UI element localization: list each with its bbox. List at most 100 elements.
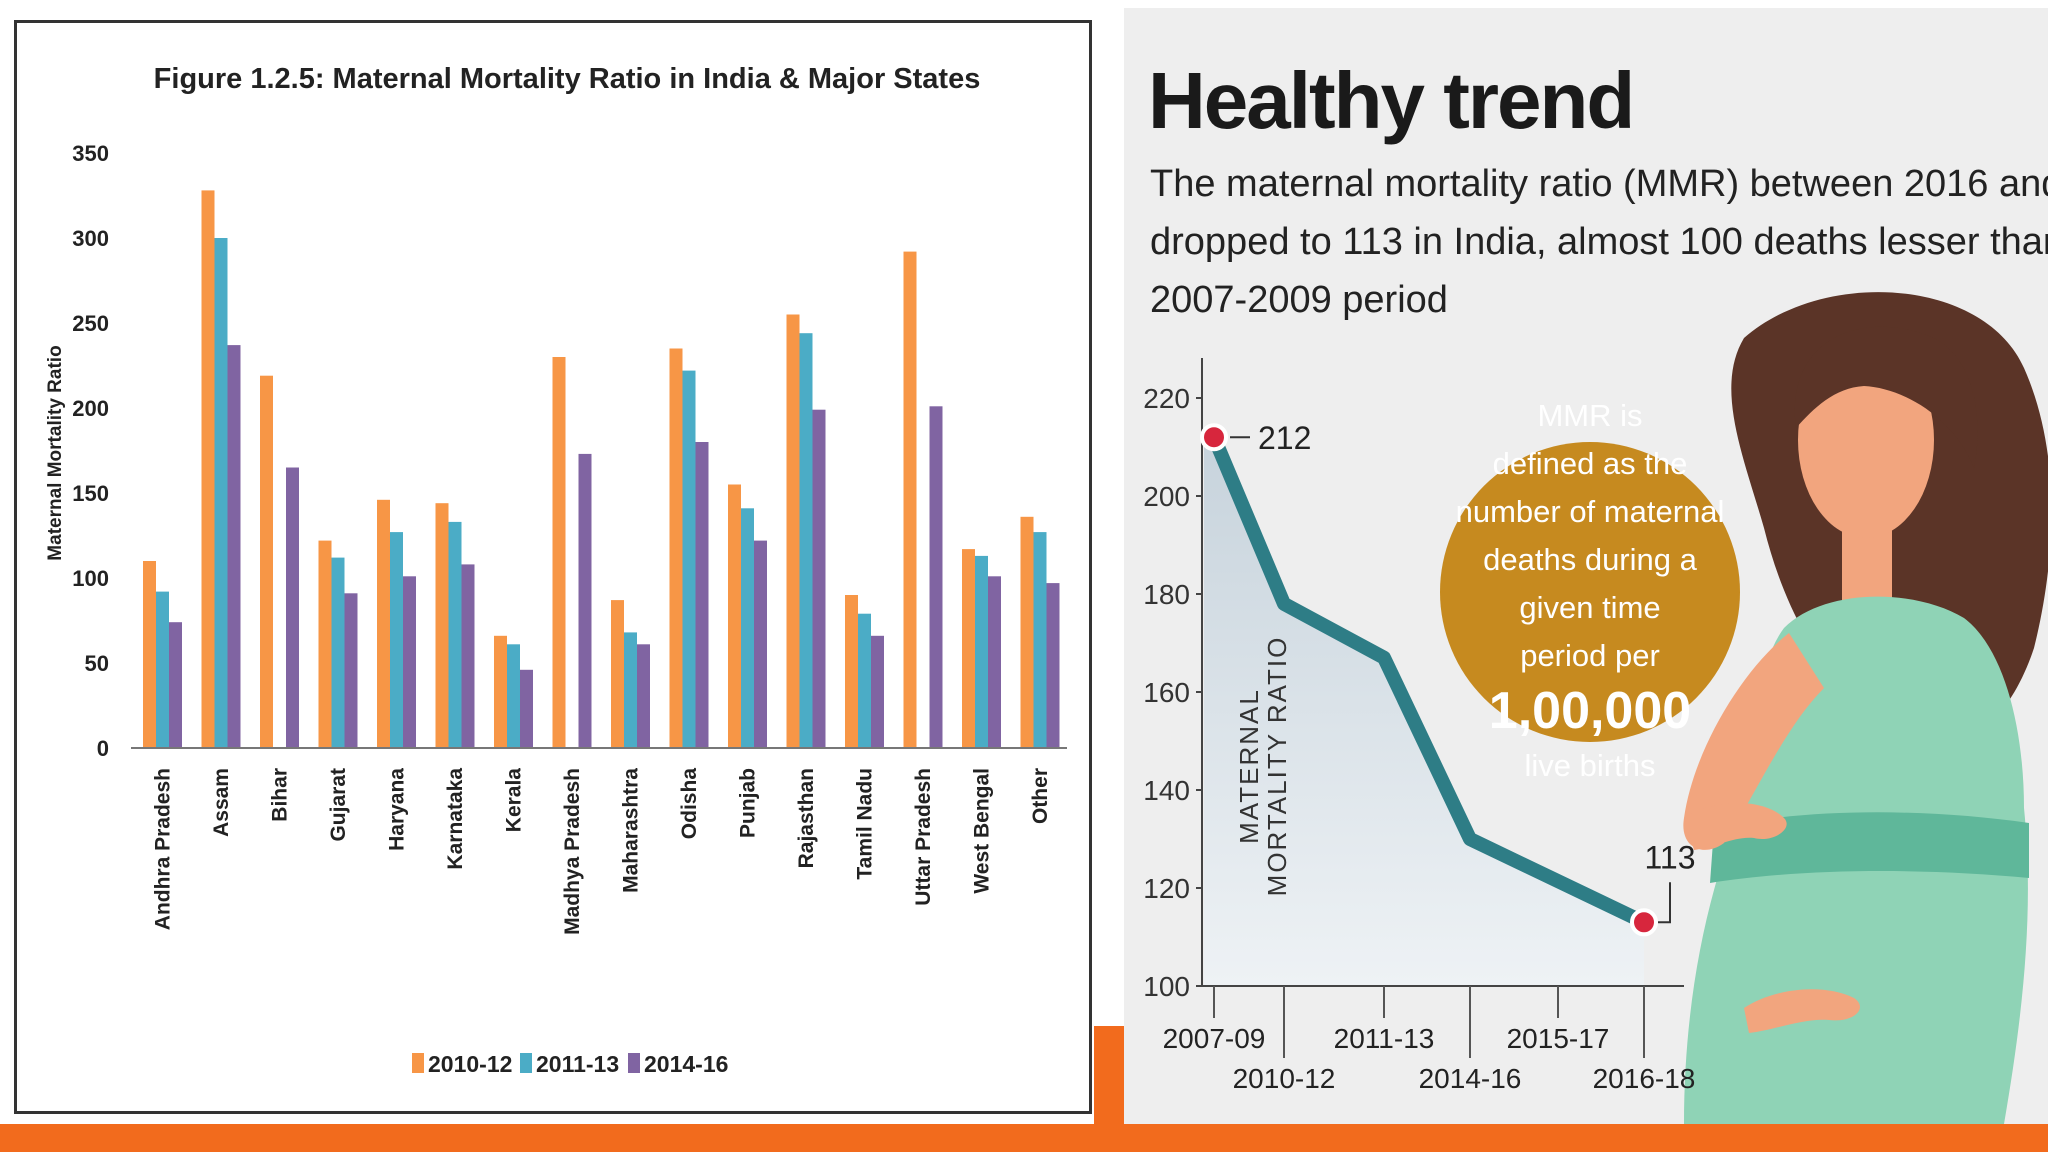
badge-line: number of maternal — [1456, 494, 1725, 529]
left-legend: 2010-12 2011-13 2014-16 — [412, 1051, 728, 1077]
arm-left — [1683, 633, 1824, 850]
bar-odisha-2014-16 — [695, 442, 709, 748]
legend-label-2010-12: 2010-12 — [428, 1051, 512, 1077]
bar-karnataka-2011-13 — [448, 521, 462, 748]
bar-other-2011-13 — [1033, 532, 1047, 748]
right-y-tick-label: 220 — [1143, 383, 1190, 414]
x-tick-rajasthan: Rajasthan — [795, 768, 818, 868]
bar-madhya-pradesh-2014-16 — [578, 453, 592, 748]
bar-andhra-pradesh-2010-12 — [143, 561, 156, 748]
bar-haryana-2010-12 — [377, 499, 390, 748]
badge-line: MMR is — [1537, 398, 1642, 433]
bar-tamil-nadu-2011-13 — [858, 613, 871, 748]
left-y-tick-label: 350 — [72, 141, 109, 166]
bar-bihar-2014-16 — [286, 467, 299, 748]
x-tick-assam: Assam — [210, 768, 233, 837]
hand-upper — [1684, 803, 1787, 850]
right-infographic-panel: Healthy trend The maternal mortality rat… — [1124, 8, 2048, 1124]
bar-rajasthan-2014-16 — [812, 409, 826, 748]
bar-madhya-pradesh-2010-12 — [552, 357, 566, 748]
mmr-definition-badge: MMR is defined as the number of maternal de… — [1440, 398, 1740, 783]
bar-odisha-2011-13 — [682, 370, 696, 748]
bar-andhra-pradesh-2014-16 — [169, 622, 182, 748]
label-first-value: 212 — [1258, 420, 1311, 456]
bar-kerala-2014-16 — [520, 669, 533, 748]
x-tick-karnataka: Karnataka — [444, 768, 467, 870]
bar-assam-2014-16 — [227, 345, 241, 748]
x-tick-2007-09: 2007-09 — [1163, 1023, 1266, 1054]
bar-maharashtra-2010-12 — [611, 600, 624, 748]
label-leader-last — [1658, 882, 1671, 924]
bar-rajasthan-2010-12 — [786, 314, 800, 748]
badge-tail: live births — [1525, 748, 1656, 783]
bar-other-2014-16 — [1046, 583, 1060, 748]
bar-tamil-nadu-2014-16 — [871, 635, 884, 748]
pregnant-woman-illustration — [1683, 292, 2048, 1124]
x-tick-west-bengal: West Bengal — [971, 768, 994, 894]
left-y-tick-label: 250 — [72, 311, 109, 336]
x-tick-2016-18: 2016-18 — [1593, 1063, 1696, 1094]
bar-gujarat-2010-12 — [318, 540, 332, 748]
bar-bihar-2010-12 — [260, 375, 273, 748]
legend-label-2011-13: 2011-13 — [536, 1051, 619, 1077]
badge-circle — [1440, 442, 1740, 742]
x-tick-odisha: Odisha — [678, 768, 701, 840]
bar-haryana-2011-13 — [390, 532, 403, 748]
bar-karnataka-2014-16 — [461, 564, 475, 748]
right-y-label-line-2: MORTALITY RATIO — [1262, 636, 1292, 897]
trend-area-fill — [1204, 437, 1644, 986]
bar-other-2010-12 — [1020, 516, 1034, 748]
right-x-ticks: 2007-09 2010-12 2011-13 2014-16 2015-17 2016-… — [1163, 986, 1696, 1094]
bar-kerala-2011-13 — [507, 644, 520, 748]
x-tick-gujarat: Gujarat — [327, 768, 350, 842]
orange-divider-strip — [1094, 1026, 1128, 1126]
bar-uttar-pradesh-2010-12 — [903, 251, 917, 748]
bar-assam-2010-12 — [201, 190, 215, 748]
bottom-orange-banner — [0, 1124, 2048, 1152]
subtitle-line-2: dropped to 113 in India, almost 100 deat… — [1150, 221, 2048, 263]
bar-gujarat-2011-13 — [331, 557, 345, 748]
left-y-axis-label: Maternal Mortality Ratio — [45, 345, 66, 560]
bar-west-bengal-2010-12 — [962, 549, 975, 748]
x-tick-kerala: Kerala — [503, 768, 526, 833]
marker-last — [1630, 908, 1658, 937]
bar-odisha-2010-12 — [669, 348, 683, 748]
x-tick-2014-16: 2014-16 — [1419, 1063, 1522, 1094]
right-y-tick-label: 160 — [1143, 677, 1190, 708]
right-y-label-line-1: MATERNAL — [1234, 688, 1264, 844]
bar-andhra-pradesh-2011-13 — [156, 591, 169, 748]
badge-line: period per — [1520, 638, 1660, 673]
x-tick-2015-17: 2015-17 — [1507, 1023, 1610, 1054]
bar-gujarat-2014-16 — [344, 593, 358, 748]
badge-number: 1,00,000 — [1489, 682, 1691, 740]
left-y-tick-label: 100 — [72, 566, 109, 591]
trend-markers: 212 113 — [1200, 420, 1696, 937]
right-y-tick-label: 200 — [1143, 481, 1190, 512]
right-y-tick-label: 140 — [1143, 775, 1190, 806]
bar-kerala-2010-12 — [494, 635, 507, 748]
x-tick-2010-12: 2010-12 — [1233, 1063, 1336, 1094]
trend-line — [1207, 430, 1651, 930]
x-tick-other: Other — [1029, 768, 1052, 824]
hand-lower — [1744, 989, 1860, 1033]
left-y-tick-label: 200 — [72, 396, 109, 421]
label-last-value: 113 — [1644, 839, 1695, 875]
bar-rajasthan-2011-13 — [799, 333, 813, 748]
bar-maharashtra-2014-16 — [637, 644, 650, 748]
hair-front — [1794, 326, 1978, 468]
bar-maharashtra-2011-13 — [624, 632, 637, 748]
badge-line: deaths during a — [1483, 542, 1697, 577]
right-chart-title: Healthy trend — [1148, 56, 1633, 145]
badge-line: given time — [1519, 590, 1660, 625]
bar-punjab-2014-16 — [754, 540, 767, 748]
left-chart-panel: Figure 1.2.5: Maternal Mortality Ratio i… — [14, 20, 1092, 1114]
bar-uttar-pradesh-2014-16 — [929, 406, 943, 748]
left-y-ticks: 0 50 100 150 200 250 300 350 — [72, 141, 109, 761]
bar-punjab-2011-13 — [741, 508, 754, 748]
bar-west-bengal-2011-13 — [975, 555, 988, 748]
left-x-tick-labels: Andhra Pradesh Assam Bihar Gujarat Haryana Ka… — [152, 768, 1053, 935]
subtitle-line-1: The maternal mortality ratio (MMR) betwe… — [1150, 163, 2048, 205]
left-y-tick-label: 0 — [97, 736, 109, 761]
bar-punjab-2010-12 — [728, 484, 741, 748]
